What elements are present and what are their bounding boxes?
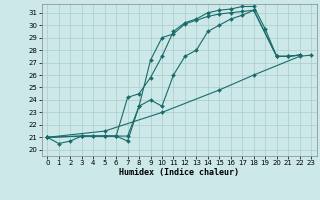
X-axis label: Humidex (Indice chaleur): Humidex (Indice chaleur) xyxy=(119,168,239,177)
